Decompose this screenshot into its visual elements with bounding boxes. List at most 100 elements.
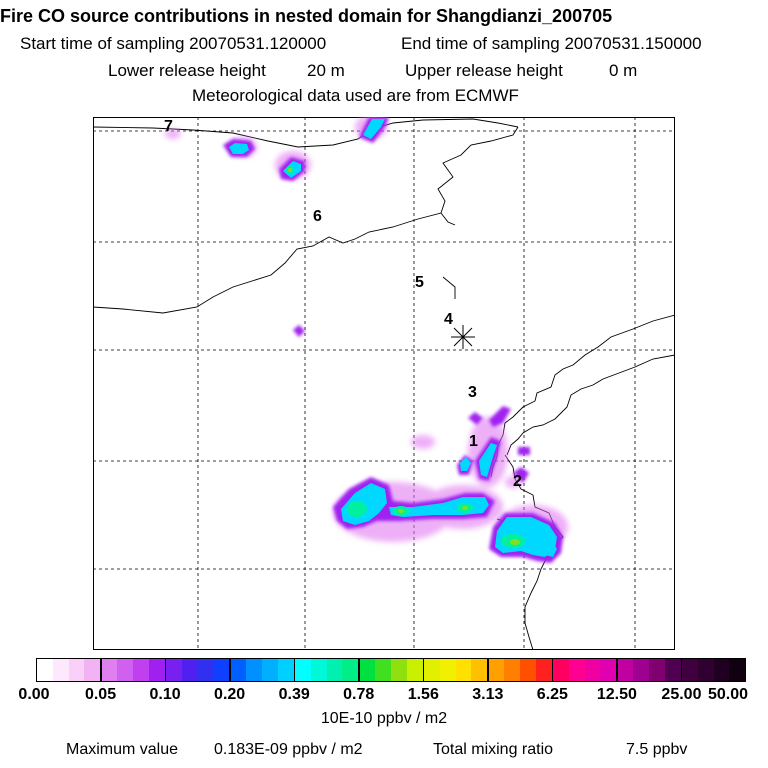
colorbar-swatch <box>230 659 247 681</box>
colorbar-separator <box>293 659 295 681</box>
colorbar-segment <box>101 659 165 681</box>
colorbar-swatch <box>101 659 118 681</box>
colorbar-swatch <box>37 659 53 681</box>
trajectory-point-1: 1 <box>469 433 478 450</box>
colorbar-tick-label: 3.13 <box>472 686 504 703</box>
colorbar-tick-label: 0.78 <box>343 686 375 703</box>
colorbar-swatch <box>84 659 100 681</box>
colorbar-segment <box>682 659 745 681</box>
colorbar-tick-label: 0.39 <box>278 686 310 703</box>
colorbar-tick-label: 0.00 <box>18 686 50 703</box>
colorbar-separator <box>680 659 682 681</box>
colorbar-swatch <box>649 659 665 681</box>
colorbar-swatch <box>504 659 520 681</box>
met-data-source: Meteorological data used are from ECMWF <box>192 86 519 105</box>
colorbar-swatch <box>568 659 585 681</box>
colorbar-swatch <box>697 659 714 681</box>
colorbar-tick-label: 0.20 <box>214 686 246 703</box>
max-value: 0.183E-09 ppbv / m2 <box>214 741 363 758</box>
colorbar-swatch <box>391 659 407 681</box>
max-value-label: Maximum value <box>66 741 179 758</box>
colorbar-swatch <box>295 659 311 681</box>
colorbar-tick-label: 6.25 <box>536 686 568 703</box>
upper-release-value: 0 m <box>609 61 638 80</box>
colorbar-swatch <box>359 659 376 681</box>
colorbar-separator <box>487 659 489 681</box>
colorbar-swatch <box>439 659 456 681</box>
colorbar-swatch <box>68 659 85 681</box>
concentration-field <box>165 117 568 563</box>
colorbar-swatch <box>310 659 327 681</box>
colorbar-segment <box>230 659 294 681</box>
colorbar-swatch <box>148 659 165 681</box>
colorbar-swatch <box>424 659 440 681</box>
colorbar-swatch <box>617 659 634 681</box>
colorbar-separator <box>422 659 424 681</box>
colorbar-separator <box>229 659 231 681</box>
colorbar-swatch <box>166 659 182 681</box>
end-time: End time of sampling 20070531.150000 <box>401 34 702 53</box>
trajectory-point-6: 6 <box>313 208 322 225</box>
colorbar-segment <box>553 659 616 681</box>
start-time: Start time of sampling 20070531.120000 <box>20 34 327 53</box>
map-panel: 1 2 3 4 5 6 7 <box>93 117 675 650</box>
colorbar-swatch <box>213 659 229 681</box>
colorbar-swatch <box>246 659 262 681</box>
colorbar-swatch <box>682 659 698 681</box>
colorbar-swatch <box>584 659 601 681</box>
colorbar-swatch <box>342 659 358 681</box>
trajectory-point-4: 4 <box>444 311 453 328</box>
plot-title: Fire CO source contributions in nested d… <box>0 6 613 26</box>
colorbar-unit: 10E-10 ppbv / m2 <box>320 710 448 727</box>
colorbar-tick-label: 50.00 <box>707 686 749 703</box>
total-mixing-label: Total mixing ratio <box>433 741 554 758</box>
colorbar-swatch <box>197 659 214 681</box>
colorbar-swatch <box>535 659 552 681</box>
colorbar-tick-label: 0.05 <box>84 686 117 703</box>
colorbar-swatch <box>406 659 423 681</box>
lower-release-label: Lower release height <box>108 61 266 80</box>
colorbar <box>36 658 746 682</box>
trajectory-point-5: 5 <box>415 274 424 291</box>
colorbar-tick-label: 12.50 <box>596 686 637 703</box>
colorbar-swatch <box>262 659 278 681</box>
colorbar-swatch <box>117 659 133 681</box>
colorbar-swatch <box>52 659 69 681</box>
colorbar-swatch <box>729 659 745 681</box>
colorbar-segment <box>617 659 681 681</box>
colorbar-tick-label: 0.10 <box>149 686 181 703</box>
colorbar-separator <box>164 659 166 681</box>
colorbar-segment <box>166 659 229 681</box>
colorbar-swatch <box>520 659 536 681</box>
colorbar-tick-label: 1.56 <box>407 686 439 703</box>
lower-release-value: 20 m <box>307 61 345 80</box>
colorbar-swatch <box>455 659 472 681</box>
trajectory-point-7: 7 <box>164 118 173 135</box>
colorbar-segment <box>488 659 552 681</box>
colorbar-segment <box>424 659 487 681</box>
colorbar-separator <box>100 659 102 681</box>
colorbar-swatch <box>471 659 487 681</box>
colorbar-segment <box>37 659 100 681</box>
total-mixing-value: 7.5 ppbv <box>626 741 688 758</box>
upper-release-label: Upper release height <box>405 61 563 80</box>
colorbar-separator <box>551 659 553 681</box>
colorbar-swatch <box>375 659 391 681</box>
colorbar-swatch <box>326 659 343 681</box>
colorbar-swatch <box>553 659 569 681</box>
trajectory-point-2: 2 <box>513 473 522 490</box>
graticule <box>93 117 675 650</box>
colorbar-swatch <box>633 659 649 681</box>
colorbar-swatch <box>133 659 149 681</box>
colorbar-swatch <box>181 659 198 681</box>
colorbar-swatch <box>713 659 730 681</box>
colorbar-segment <box>295 659 358 681</box>
colorbar-tick-label: 25.00 <box>661 686 702 703</box>
colorbar-separator <box>358 659 360 681</box>
colorbar-separator <box>616 659 618 681</box>
colorbar-swatch <box>664 659 681 681</box>
trajectory-point-3: 3 <box>468 384 477 401</box>
receptor-asterisk-icon <box>451 325 475 349</box>
colorbar-swatch <box>277 659 294 681</box>
colorbar-segment <box>359 659 423 681</box>
